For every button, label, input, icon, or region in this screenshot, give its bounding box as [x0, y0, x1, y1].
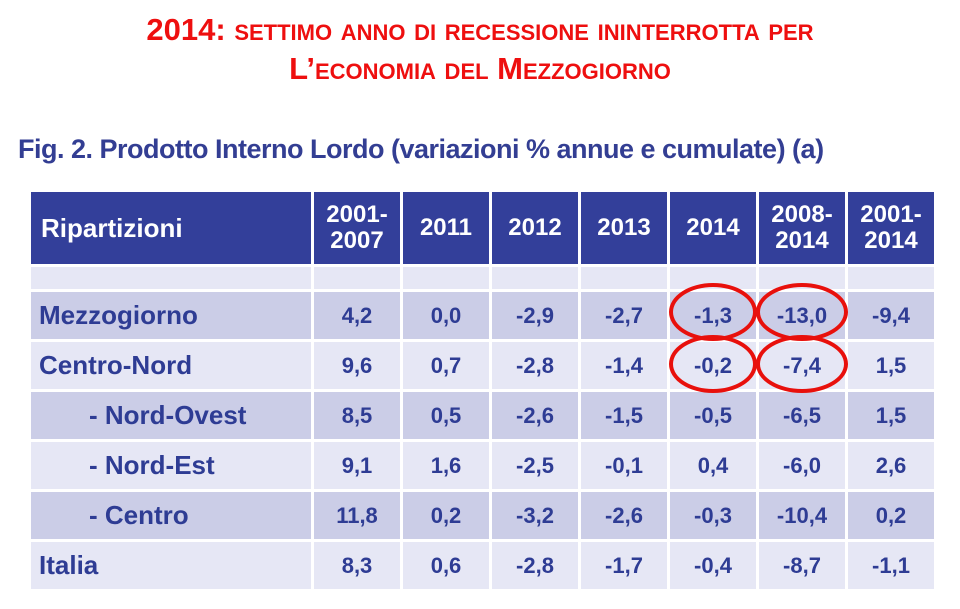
table-cell: -8,7	[759, 542, 845, 589]
table-cell: -0,2	[670, 342, 756, 389]
table-cell	[670, 267, 756, 289]
table-cell: -9,4	[848, 292, 934, 339]
table-row-centro-nord: Centro-Nord 9,6 0,7 -2,8 -1,4 -0,2 -7,4 …	[31, 342, 934, 389]
column-header-2001-2007: 2001-2007	[314, 192, 400, 264]
table-cell: -0,1	[581, 442, 667, 489]
table-cell	[314, 267, 400, 289]
row-label: - Nord-Ovest	[31, 392, 311, 439]
row-label: - Centro	[31, 492, 311, 539]
column-header-ripartizioni: Ripartizioni	[31, 192, 311, 264]
table-row-mezzogiorno: Mezzogiorno 4,2 0,0 -2,9 -2,7 -1,3 -13,0…	[31, 292, 934, 339]
table-cell: -2,8	[492, 342, 578, 389]
table-cell: -2,6	[581, 492, 667, 539]
table-cell: -10,4	[759, 492, 845, 539]
slide-title-line1: 2014: settimo anno di recessione ininter…	[146, 12, 814, 47]
table-cell	[581, 267, 667, 289]
figure-caption: Fig. 2. Prodotto Interno Lordo (variazio…	[18, 134, 824, 164]
table-cell: 0,5	[403, 392, 489, 439]
row-label: Mezzogiorno	[31, 292, 311, 339]
table-cell: 9,6	[314, 342, 400, 389]
table-cell: 8,5	[314, 392, 400, 439]
table-cell: -7,4	[759, 342, 845, 389]
table-cell: -6,0	[759, 442, 845, 489]
table-cell: 8,3	[314, 542, 400, 589]
column-header-2008-2014: 2008-2014	[759, 192, 845, 264]
table-cell	[403, 267, 489, 289]
table-cell: -2,7	[581, 292, 667, 339]
table-cell: -2,6	[492, 392, 578, 439]
table-cell	[848, 267, 934, 289]
table-cell: -1,1	[848, 542, 934, 589]
table-cell: 2,6	[848, 442, 934, 489]
table-cell: 0,4	[670, 442, 756, 489]
table-cell: -0,4	[670, 542, 756, 589]
table-cell: 4,2	[314, 292, 400, 339]
table-row-centro: - Centro 11,8 0,2 -3,2 -2,6 -0,3 -10,4 0…	[31, 492, 934, 539]
table-cell: 9,1	[314, 442, 400, 489]
column-header-2014: 2014	[670, 192, 756, 264]
table-cell: 0,2	[403, 492, 489, 539]
table-cell: 0,6	[403, 542, 489, 589]
row-label: - Nord-Est	[31, 442, 311, 489]
spacer-row	[31, 267, 934, 289]
table-cell: 11,8	[314, 492, 400, 539]
table-cell: -13,0	[759, 292, 845, 339]
table-cell: -3,2	[492, 492, 578, 539]
table-header-row: Ripartizioni 2001-2007 2011 2012 2013 20…	[31, 192, 934, 264]
table-cell: 0,2	[848, 492, 934, 539]
gdp-table: Ripartizioni 2001-2007 2011 2012 2013 20…	[28, 189, 937, 592]
table-cell: -2,5	[492, 442, 578, 489]
table-cell: -0,3	[670, 492, 756, 539]
table-cell: -1,5	[581, 392, 667, 439]
column-header-2013: 2013	[581, 192, 667, 264]
table-cell: 0,0	[403, 292, 489, 339]
table-cell: -2,8	[492, 542, 578, 589]
table-cell	[759, 267, 845, 289]
row-label: Centro-Nord	[31, 342, 311, 389]
table-cell: 0,7	[403, 342, 489, 389]
table-cell	[492, 267, 578, 289]
slide-title: 2014: settimo anno di recessione ininter…	[0, 10, 960, 88]
table-cell: 1,5	[848, 342, 934, 389]
table-cell: -1,3	[670, 292, 756, 339]
row-label: Italia	[31, 542, 311, 589]
table-cell: -6,5	[759, 392, 845, 439]
table-row-nord-ovest: - Nord-Ovest 8,5 0,5 -2,6 -1,5 -0,5 -6,5…	[31, 392, 934, 439]
table-row-italia: Italia 8,3 0,6 -2,8 -1,7 -0,4 -8,7 -1,1	[31, 542, 934, 589]
table-cell: -0,5	[670, 392, 756, 439]
table-cell: 1,5	[848, 392, 934, 439]
table-cell: 1,6	[403, 442, 489, 489]
table-cell: -2,9	[492, 292, 578, 339]
column-header-2012: 2012	[492, 192, 578, 264]
slide-title-line2: L’economia del Mezzogiorno	[289, 51, 671, 86]
column-header-2011: 2011	[403, 192, 489, 264]
table-cell	[31, 267, 311, 289]
table-cell: -1,7	[581, 542, 667, 589]
table-cell: -1,4	[581, 342, 667, 389]
table-row-nord-est: - Nord-Est 9,1 1,6 -2,5 -0,1 0,4 -6,0 2,…	[31, 442, 934, 489]
column-header-2001-2014: 2001-2014	[848, 192, 934, 264]
